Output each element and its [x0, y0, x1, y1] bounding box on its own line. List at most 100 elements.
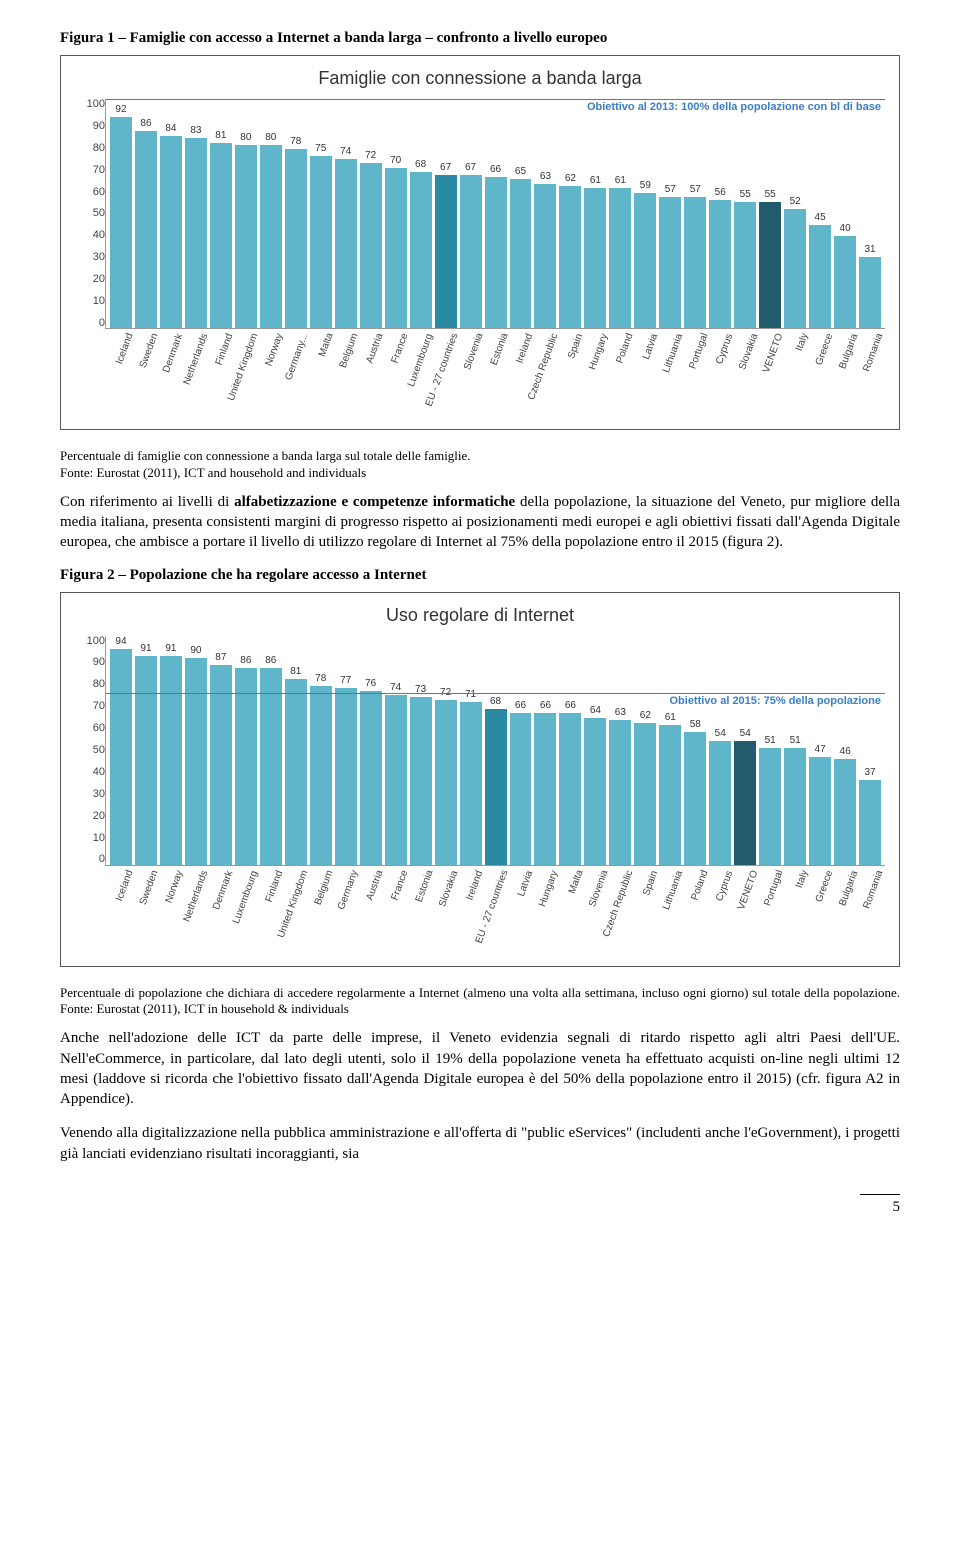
bar-col: 86 [235, 636, 257, 865]
bar-col: 47 [809, 636, 831, 865]
bar-value-label: 68 [490, 696, 501, 707]
paragraph-1: Con riferimento ai livelli di alfabetizz… [60, 492, 900, 553]
bar [135, 656, 157, 864]
bar-value-label: 83 [190, 125, 201, 136]
bar-col: 94 [110, 636, 132, 865]
bar-col: 67 [460, 99, 482, 328]
bar-col: 54 [709, 636, 731, 865]
bar [160, 136, 182, 328]
bar [709, 741, 731, 865]
bar-col: 51 [784, 636, 806, 865]
bar-value-label: 66 [565, 700, 576, 711]
bar-col: 58 [684, 636, 706, 865]
bar-value-label: 55 [765, 189, 776, 200]
bar-col: 70 [385, 99, 407, 328]
bar-col: 31 [859, 99, 881, 328]
figure2-plot-area: 0102030405060708090100 94919190878686817… [75, 636, 885, 866]
bar-col: 72 [435, 636, 457, 865]
figure2-plot: 9491919087868681787776747372716866666664… [105, 636, 885, 866]
bar-value-label: 31 [864, 244, 875, 255]
bar-col: 78 [285, 99, 307, 328]
bar [734, 741, 756, 865]
y-tick: 90 [75, 121, 105, 132]
bar [485, 709, 507, 865]
y-tick: 10 [75, 296, 105, 307]
page-number: 5 [860, 1194, 900, 1216]
bar-value-label: 56 [715, 187, 726, 198]
bar-value-label: 51 [765, 735, 776, 746]
bar-value-label: 75 [315, 143, 326, 154]
bar [559, 186, 581, 328]
bar-value-label: 61 [615, 175, 626, 186]
y-tick: 70 [75, 165, 105, 176]
bar-value-label: 71 [465, 689, 476, 700]
target-label: Obiettivo al 2013: 100% della popolazion… [587, 101, 881, 113]
bar [260, 145, 282, 328]
bar-value-label: 62 [565, 173, 576, 184]
y-tick: 100 [75, 636, 105, 647]
bar-col: 65 [510, 99, 532, 328]
bar-value-label: 51 [790, 735, 801, 746]
bar-col: 73 [410, 636, 432, 865]
bar [210, 665, 232, 864]
bar-value-label: 77 [340, 675, 351, 686]
figure1-plot: 9286848381808078757472706867676665636261… [105, 99, 885, 329]
bar-value-label: 72 [365, 150, 376, 161]
bar [659, 197, 681, 328]
bar-col: 66 [559, 636, 581, 865]
bar [335, 688, 357, 864]
bar-col: 56 [709, 99, 731, 328]
y-tick: 60 [75, 723, 105, 734]
bar-col: 86 [135, 99, 157, 328]
bar-value-label: 70 [390, 155, 401, 166]
bar-col: 54 [734, 636, 756, 865]
y-tick: 0 [75, 854, 105, 865]
bar-col: 66 [485, 99, 507, 328]
bar-col: 84 [160, 99, 182, 328]
bar-value-label: 45 [815, 212, 826, 223]
bar-col: 57 [684, 99, 706, 328]
figure2-chart: Uso regolare di Internet 010203040506070… [60, 592, 900, 967]
bar [235, 668, 257, 865]
bar [410, 697, 432, 864]
bar-value-label: 68 [415, 159, 426, 170]
paragraph-3: Venendo alla digitalizzazione nella pubb… [60, 1123, 900, 1164]
bar-value-label: 62 [640, 710, 651, 721]
bar-value-label: 55 [740, 189, 751, 200]
bar [609, 188, 631, 328]
bar [784, 209, 806, 328]
figure2-y-axis: 0102030405060708090100 [75, 636, 105, 866]
y-tick: 80 [75, 143, 105, 154]
bar-value-label: 59 [640, 180, 651, 191]
y-tick: 60 [75, 187, 105, 198]
bar-value-label: 65 [515, 166, 526, 177]
y-tick: 30 [75, 789, 105, 800]
bar-col: 46 [834, 636, 856, 865]
figure1-note-text: Percentuale di famiglie con connessione … [60, 448, 471, 463]
bar-col: 67 [435, 99, 457, 328]
bar-col: 80 [235, 99, 257, 328]
bar [709, 200, 731, 328]
figure2-caption: Figura 2 – Popolazione che ha regolare a… [60, 567, 900, 584]
bar-value-label: 64 [590, 705, 601, 716]
bar [435, 700, 457, 865]
bar-value-label: 84 [165, 123, 176, 134]
bar-col: 71 [460, 636, 482, 865]
bar-value-label: 52 [790, 196, 801, 207]
bar [310, 156, 332, 328]
bar [584, 188, 606, 328]
bar-value-label: 57 [690, 184, 701, 195]
bar [510, 713, 532, 864]
bar-value-label: 76 [365, 678, 376, 689]
bar [310, 686, 332, 865]
bar [534, 184, 556, 328]
bar-col: 40 [834, 99, 856, 328]
bar-value-label: 86 [140, 118, 151, 129]
bar [784, 748, 806, 865]
bar [634, 723, 656, 865]
bar [385, 695, 407, 864]
y-tick: 40 [75, 230, 105, 241]
bar [809, 225, 831, 328]
bar [759, 748, 781, 865]
bar-col: 55 [759, 99, 781, 328]
